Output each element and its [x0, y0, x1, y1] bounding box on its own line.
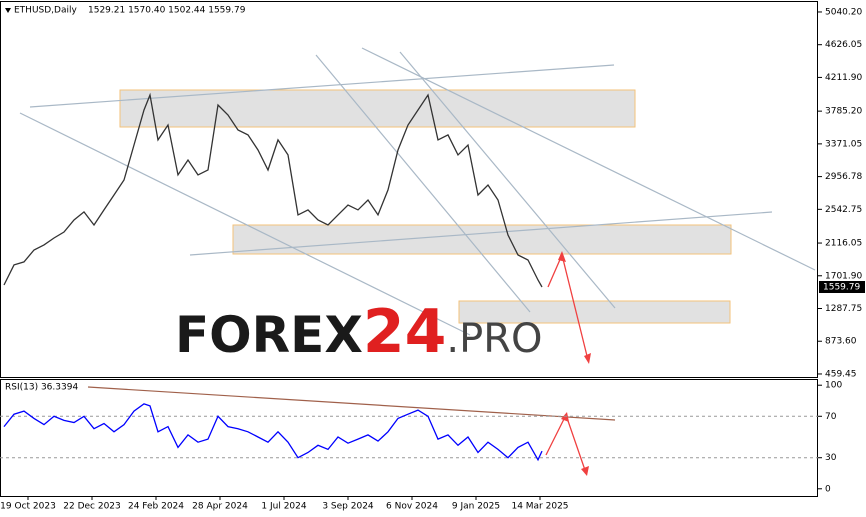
y-tick-label: 4211.90 [825, 73, 862, 83]
target-zone [458, 300, 731, 324]
y-tick-label: 5040.20 [825, 7, 862, 17]
support-zone [232, 224, 732, 255]
resistance-zone [119, 89, 636, 128]
arrow-head [581, 466, 589, 476]
y-tick-label: 30 [825, 453, 837, 463]
y-tick-label: 2542.75 [825, 205, 862, 215]
x-tick-label: 28 Apr 2024 [192, 502, 248, 512]
y-tick-label: 3371.05 [825, 139, 862, 149]
trendline [361, 47, 816, 271]
arrow-head [561, 412, 569, 422]
trendlines [19, 47, 816, 421]
chart-title: ETHUSD,Daily [14, 6, 77, 16]
y-tick-label: 0 [825, 484, 831, 494]
x-tick-label: 24 Feb 2024 [128, 502, 184, 512]
arrow-head [558, 251, 566, 262]
price-panel [0, 1, 818, 378]
y-tick-label: 1287.75 [825, 304, 862, 314]
symbol-icon [5, 8, 11, 13]
x-tick-label: 6 Nov 2024 [386, 502, 438, 512]
x-tick-label: 22 Dec 2023 [63, 502, 121, 512]
price-tag [819, 281, 865, 294]
rsi-title: RSI(13) 36.3394 [5, 383, 78, 393]
y-tick-label: 100 [825, 381, 842, 391]
y-tick-label: 873.60 [825, 337, 857, 347]
rsi-panel [0, 379, 818, 497]
y-tick-label: 4626.05 [825, 40, 862, 50]
y-tick-label: 3785.20 [825, 107, 862, 117]
rsi-trendline [87, 386, 616, 421]
y-tick-label: 1701.90 [825, 271, 862, 281]
trendline [189, 211, 773, 256]
x-tick-label: 3 Sep 2024 [322, 502, 374, 512]
price-tag-label: 1559.79 [823, 283, 860, 293]
ohlc: 1529.21 1570.40 1502.44 1559.79 [88, 6, 246, 16]
trendline [29, 64, 615, 108]
watermark-part: 24 [363, 297, 447, 367]
series-line [3, 403, 543, 462]
y-tick-label: 459.45 [825, 369, 857, 379]
trendline [399, 51, 616, 309]
zones [119, 89, 732, 324]
y-tick-label: 2116.05 [825, 239, 862, 249]
arrows [545, 251, 591, 476]
watermark-part: .PRO [446, 316, 542, 362]
arrow-head [584, 353, 591, 364]
series-line [3, 92, 543, 288]
x-tick-label: 19 Oct 2023 [0, 502, 56, 512]
trendline [19, 112, 471, 336]
trendline [315, 54, 531, 313]
watermark-part: FOREX [175, 306, 363, 364]
x-tick-label: 1 Jul 2024 [261, 502, 306, 512]
x-tick-label: 9 Jan 2025 [452, 502, 500, 512]
x-tick-label: 14 Mar 2025 [511, 502, 568, 512]
watermark: FOREX24.PRO [175, 297, 543, 367]
y-tick-label: 70 [825, 412, 837, 422]
y-tick-label: 2956.78 [825, 172, 862, 182]
